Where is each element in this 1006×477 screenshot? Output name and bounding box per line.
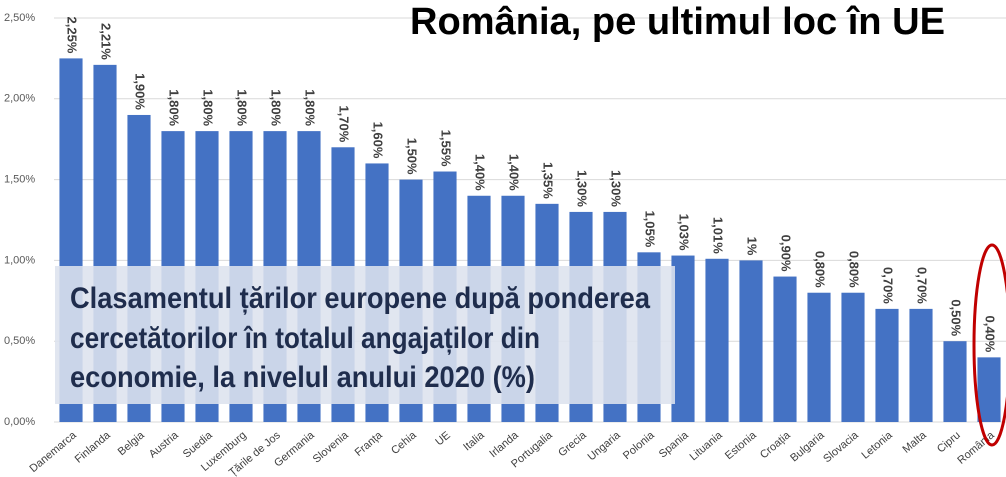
x-tick-label: Austria bbox=[147, 429, 182, 461]
value-label: 1,80% bbox=[167, 89, 182, 126]
value-label: 0,70% bbox=[881, 267, 896, 304]
value-label: 0,80% bbox=[813, 251, 828, 288]
value-label: 2,25% bbox=[65, 17, 80, 54]
y-tick-label: 2,00% bbox=[4, 93, 35, 105]
value-label: 1,80% bbox=[303, 89, 318, 126]
value-label: 1,05% bbox=[643, 210, 658, 247]
y-tick-label: 0,00% bbox=[4, 416, 35, 428]
bar bbox=[671, 255, 695, 422]
annotation-box bbox=[55, 266, 675, 404]
bars: 2,25% Danemarca 2,21% Finlanda 1,90% Belgia 1,… bbox=[28, 17, 1001, 477]
bar bbox=[875, 308, 899, 422]
chart-title: România, pe ultimul loc în UE bbox=[410, 1, 945, 43]
x-tick-label: Italia bbox=[461, 429, 487, 454]
x-tick-label: Cehia bbox=[389, 429, 419, 457]
value-label: 1,90% bbox=[133, 73, 148, 110]
bar bbox=[773, 276, 797, 422]
annotation-line: economie, la nivelul anului 2020 (%) bbox=[70, 361, 535, 394]
x-tick-label: Grecia bbox=[556, 429, 589, 460]
value-label: 1,03% bbox=[677, 214, 692, 251]
x-tick-label: Letonia bbox=[859, 429, 895, 462]
value-label: 1,01% bbox=[711, 217, 726, 254]
value-label: 1,80% bbox=[201, 89, 216, 126]
x-tick-label: Spania bbox=[657, 429, 692, 461]
bar bbox=[807, 292, 831, 422]
x-tick-label: Belgia bbox=[116, 429, 148, 458]
value-label: 1,30% bbox=[609, 170, 624, 207]
value-label: 1% bbox=[745, 237, 760, 256]
value-label: 1,55% bbox=[439, 130, 454, 167]
value-label: 1,60% bbox=[371, 122, 386, 159]
value-label: 0,70% bbox=[915, 267, 930, 304]
value-label: 1,40% bbox=[507, 154, 522, 191]
x-tick-label: Cipru bbox=[935, 429, 963, 455]
value-label: 1,40% bbox=[473, 154, 488, 191]
value-label: 1,70% bbox=[337, 105, 352, 142]
value-label: 1,35% bbox=[541, 162, 556, 199]
value-label: 2,21% bbox=[99, 23, 114, 60]
value-label: 0,80% bbox=[847, 251, 862, 288]
x-tick-label: Polonia bbox=[621, 429, 657, 462]
annotation-line: cercetătorilor în totalul angajaților di… bbox=[70, 322, 540, 355]
value-label: 1,80% bbox=[235, 89, 250, 126]
value-label: 0,50% bbox=[949, 299, 964, 336]
value-label: 0,90% bbox=[779, 235, 794, 272]
bar bbox=[705, 258, 729, 422]
x-tick-label: Ungaria bbox=[586, 429, 624, 464]
x-tick-label: UE bbox=[433, 429, 452, 448]
bar bbox=[909, 308, 933, 422]
x-tick-label: Slovenia bbox=[311, 429, 352, 466]
highlight-ellipse bbox=[972, 243, 1006, 447]
y-tick-label: 1,50% bbox=[4, 174, 35, 186]
bar bbox=[943, 341, 967, 422]
x-tick-label: Malta bbox=[900, 429, 929, 456]
x-tick-label: Slovacia bbox=[821, 429, 861, 465]
x-tick-label: Bulgaria bbox=[788, 429, 827, 465]
x-tick-label: Finlanda bbox=[73, 429, 114, 466]
x-tick-label: Franța bbox=[353, 429, 386, 459]
y-tick-label: 0,50% bbox=[4, 335, 35, 347]
x-tick-label: România bbox=[955, 429, 997, 467]
value-label: 1,50% bbox=[405, 138, 420, 175]
x-tick-label: Danemarca bbox=[28, 429, 80, 475]
bar bbox=[739, 260, 763, 422]
x-tick-label: Estonia bbox=[723, 429, 759, 462]
value-label: 1,30% bbox=[575, 170, 590, 207]
value-label: 1,80% bbox=[269, 89, 284, 126]
bar bbox=[841, 292, 865, 422]
y-tick-label: 1,00% bbox=[4, 254, 35, 266]
bar bbox=[977, 357, 1001, 422]
value-label: 0,40% bbox=[983, 315, 998, 352]
annotation-line: Clasamentul țărilor europene după ponder… bbox=[70, 282, 650, 315]
y-tick-label: 2,50% bbox=[4, 12, 35, 24]
x-tick-label: Lituania bbox=[688, 429, 726, 464]
